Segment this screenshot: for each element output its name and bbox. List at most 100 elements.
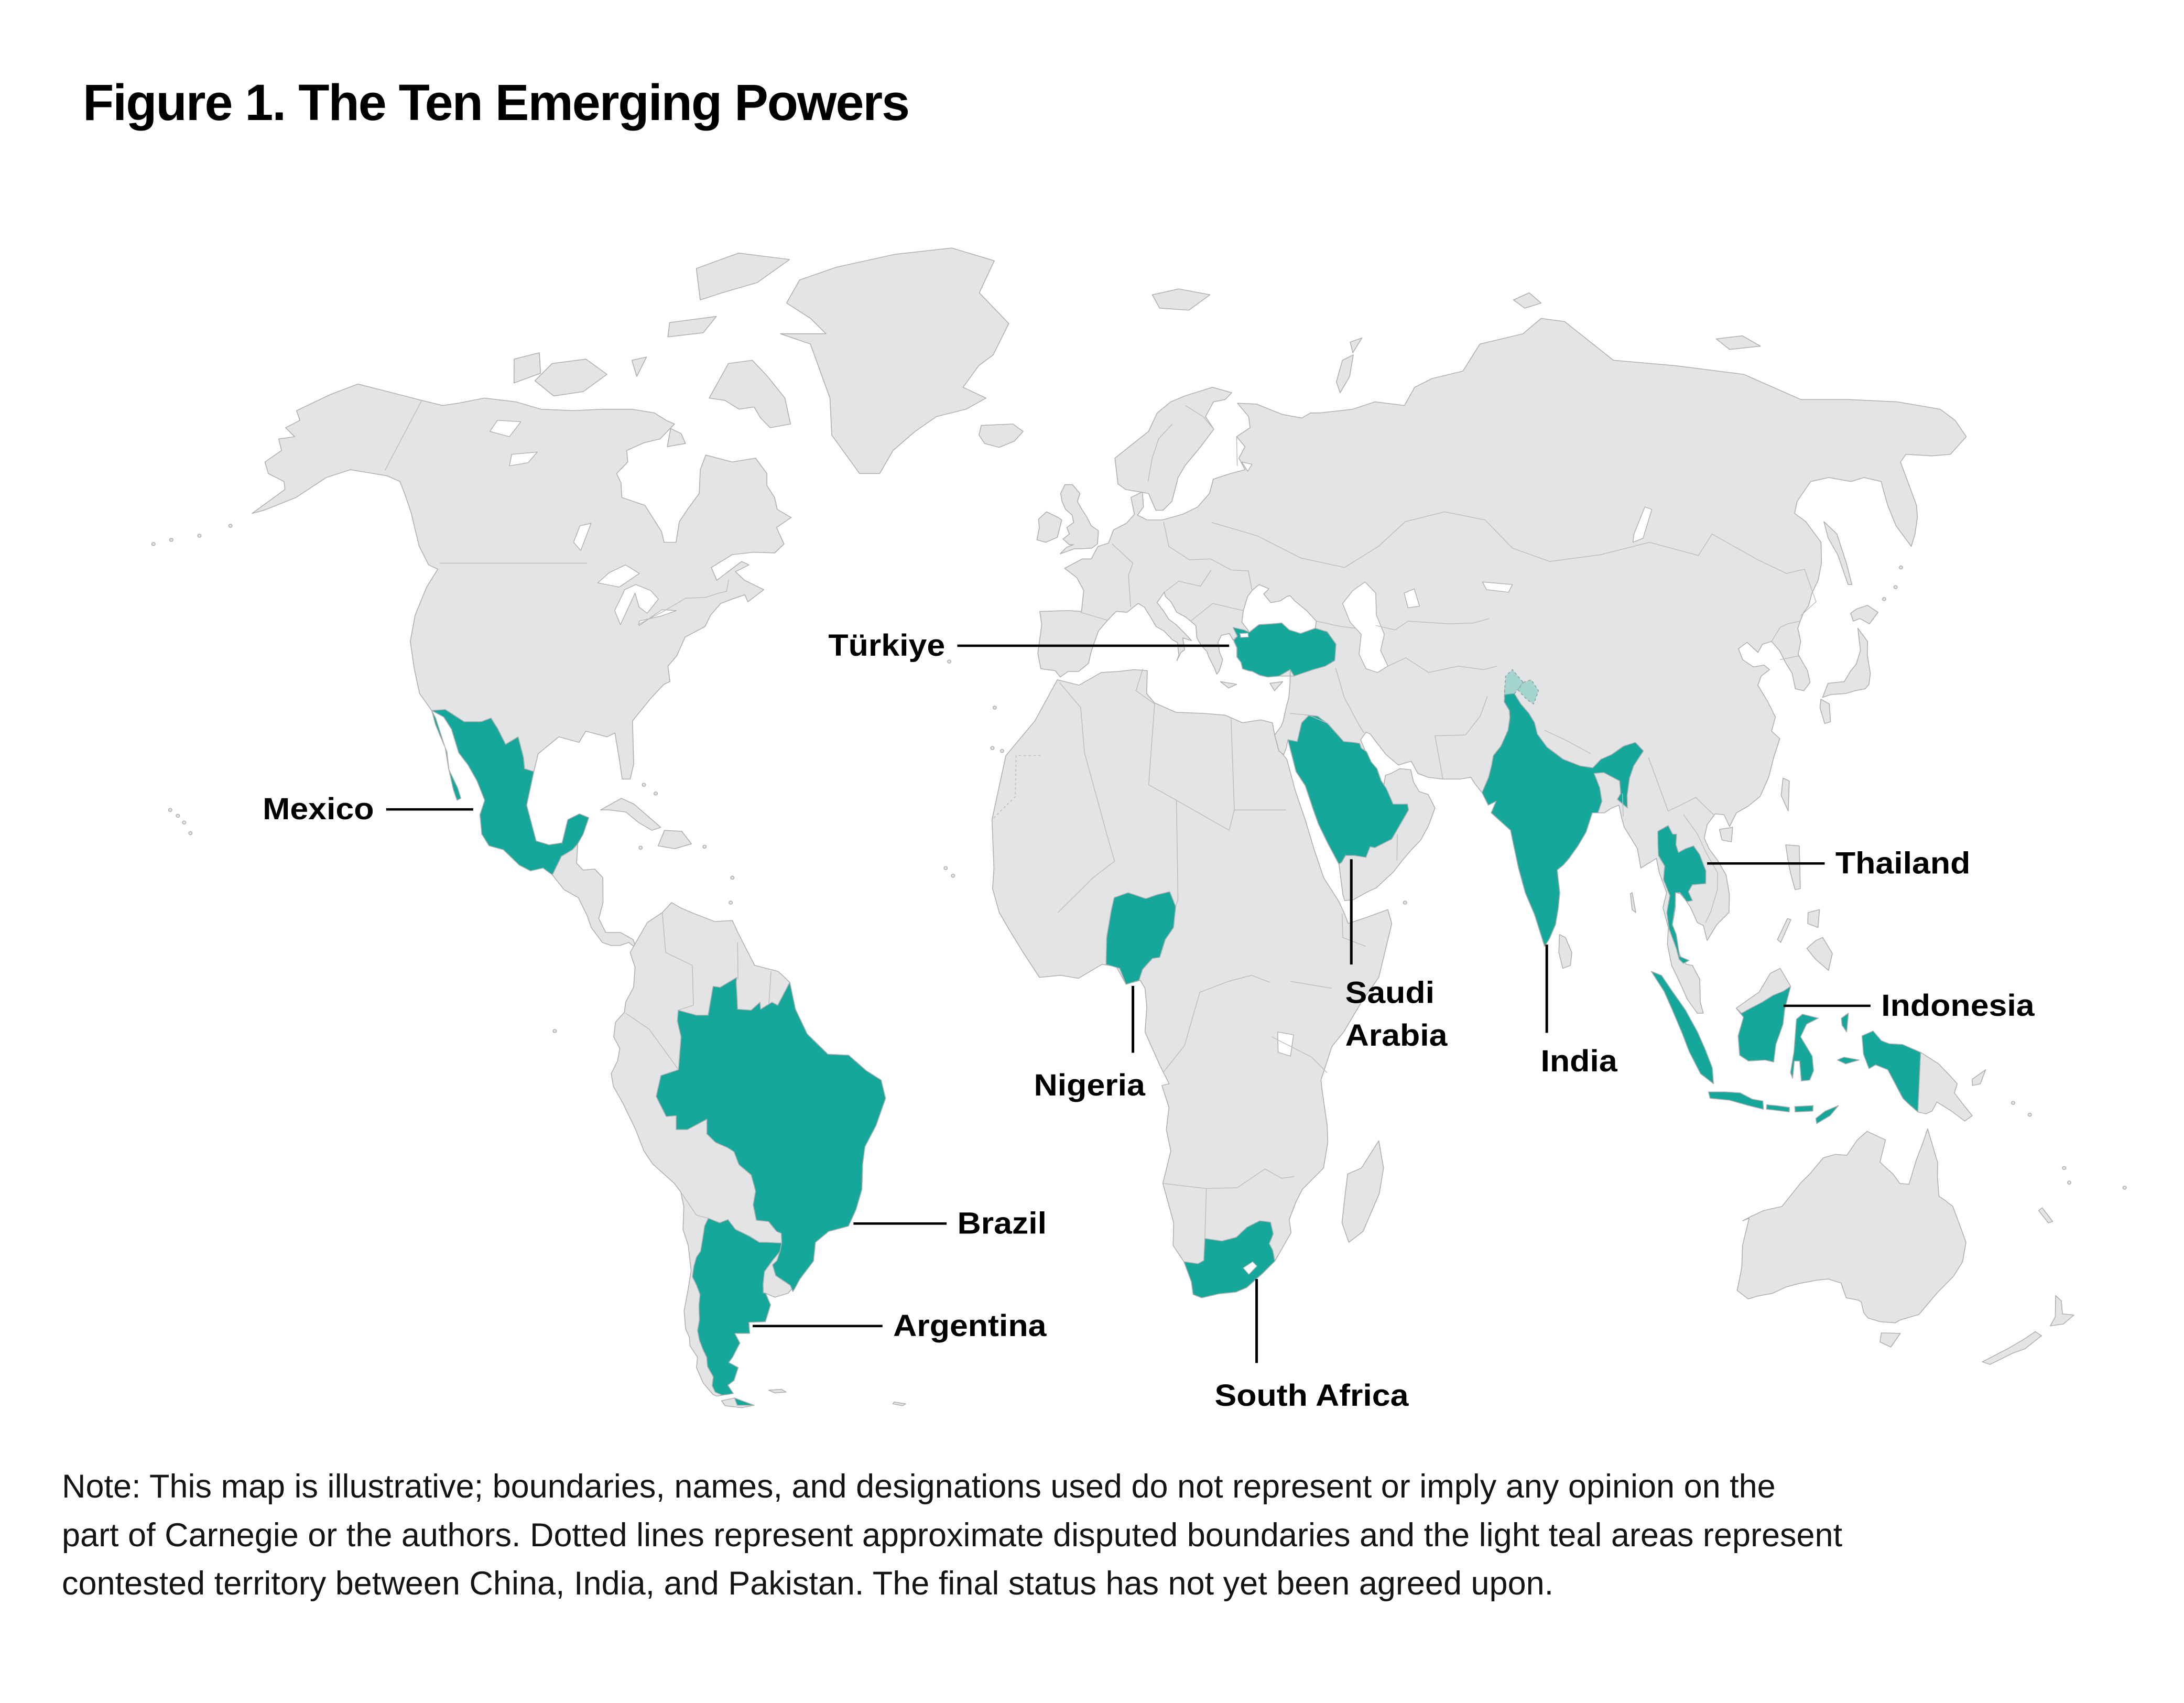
internal-border-28 bbox=[1185, 405, 1214, 430]
internal-border-7 bbox=[768, 971, 772, 1004]
country-indonesia-timor bbox=[1815, 1105, 1839, 1124]
world-map: Mexico Türkiye Brazil Argentina Nigeria … bbox=[151, 247, 2127, 1412]
lake-erie-ontario bbox=[638, 609, 677, 626]
luzon bbox=[1785, 844, 1801, 891]
country-thailand bbox=[1657, 825, 1707, 964]
country-indonesia-sulawesi bbox=[1790, 1014, 1819, 1081]
label-mexico: Mexico bbox=[263, 791, 473, 826]
internal-border-13 bbox=[1342, 913, 1366, 947]
internal-border-43 bbox=[1771, 621, 1800, 642]
small-island-6 bbox=[228, 524, 233, 528]
small-island-24 bbox=[1893, 585, 1898, 589]
label-turkiye: Türkiye bbox=[828, 628, 1230, 662]
internal-border-10 bbox=[1230, 717, 1287, 810]
mexico-label: Mexico bbox=[263, 791, 374, 826]
papua-new-guinea bbox=[1917, 1051, 1973, 1122]
small-island-20 bbox=[638, 845, 643, 850]
small-island-27 bbox=[2027, 1112, 2032, 1117]
internal-border-34 bbox=[1335, 668, 1365, 733]
new-zealand-north bbox=[2050, 1295, 2074, 1327]
visayas bbox=[1807, 909, 1820, 928]
internal-border-42 bbox=[1705, 890, 1718, 923]
internal-border-21 bbox=[1112, 544, 1134, 608]
prince-of-wales-island bbox=[631, 356, 647, 377]
country-argentina-tdf bbox=[734, 1397, 755, 1406]
palawan bbox=[1777, 918, 1791, 943]
internal-border-39 bbox=[1622, 793, 1624, 817]
tasmania bbox=[1879, 1332, 1901, 1348]
internal-border-3 bbox=[661, 912, 694, 1011]
small-island-29 bbox=[2067, 1180, 2071, 1185]
country-indonesia-ceram bbox=[1837, 1057, 1860, 1065]
small-island-17 bbox=[642, 783, 646, 787]
country-indonesia-papua bbox=[1861, 1031, 1921, 1113]
argentina-label: Argentina bbox=[893, 1308, 1047, 1343]
internal-border-35 bbox=[1387, 657, 1429, 673]
small-island-9 bbox=[990, 746, 995, 750]
note-line-3: contested territory between China, India… bbox=[62, 1565, 1554, 1602]
small-island-12 bbox=[933, 652, 938, 656]
internal-border-19 bbox=[1237, 1168, 1295, 1188]
country-indonesia-halmahera bbox=[1841, 1013, 1849, 1033]
small-island-19 bbox=[702, 844, 707, 849]
label-south-africa: South Africa bbox=[1214, 1279, 1409, 1412]
internal-border-20 bbox=[1080, 612, 1108, 621]
internal-border-5 bbox=[680, 1191, 709, 1219]
small-island-28 bbox=[2062, 1166, 2067, 1170]
internal-border-14 bbox=[1290, 981, 1332, 989]
small-island-30 bbox=[2122, 1186, 2127, 1190]
lesotho bbox=[1243, 1261, 1258, 1275]
small-island-18 bbox=[654, 791, 658, 796]
taiwan bbox=[1780, 777, 1790, 811]
small-island-25 bbox=[1898, 565, 1903, 570]
internal-border-44 bbox=[1779, 655, 1799, 660]
country-mexico bbox=[431, 709, 590, 875]
south-africa-label: South Africa bbox=[1214, 1378, 1409, 1413]
hainan bbox=[1719, 827, 1733, 842]
label-india: India bbox=[1541, 945, 1618, 1078]
mindanao bbox=[1806, 937, 1833, 971]
note-line-2: part of Carnegie or the authors. Dotted … bbox=[62, 1516, 1843, 1554]
disputed-kashmir-east bbox=[1517, 679, 1539, 705]
severnaya-zemlya bbox=[1513, 292, 1542, 309]
lake-winnipeg bbox=[573, 523, 592, 551]
internal-border-26 bbox=[1236, 437, 1238, 466]
label-argentina: Argentina bbox=[753, 1308, 1047, 1343]
internal-border-37 bbox=[1289, 713, 1329, 724]
scandinavia bbox=[1114, 387, 1232, 511]
label-saudi-arabia: Saudi Arabia bbox=[1345, 859, 1448, 1052]
small-island-4 bbox=[169, 538, 173, 542]
cyprus bbox=[1269, 681, 1284, 691]
honshu bbox=[1822, 627, 1871, 698]
label-indonesia: Indonesia bbox=[1783, 988, 2035, 1022]
figure-note: Note: This map is illustrative; boundari… bbox=[62, 1462, 2074, 1608]
map-geography bbox=[151, 247, 2127, 1408]
central-america bbox=[552, 843, 637, 949]
falklands bbox=[768, 1389, 787, 1394]
great-slave-lake bbox=[509, 451, 538, 467]
country-indonesia-lesser-sunda-west bbox=[1766, 1104, 1790, 1113]
label-brazil: Brazil bbox=[853, 1206, 1047, 1240]
victoria-island bbox=[534, 359, 607, 397]
disputed-kashmir-west bbox=[1504, 669, 1524, 702]
small-island-8 bbox=[999, 749, 1004, 753]
internal-border-2 bbox=[637, 579, 730, 625]
new-siberian-islands bbox=[1715, 335, 1761, 350]
madagascar bbox=[1341, 1140, 1384, 1243]
country-south-africa bbox=[1183, 1220, 1276, 1298]
novaya-zemlya-south bbox=[1335, 354, 1354, 393]
internal-border-29 bbox=[1211, 511, 1817, 616]
lake-superior bbox=[597, 565, 640, 588]
internal-border-25 bbox=[1164, 570, 1212, 593]
internal-border-38 bbox=[1544, 730, 1591, 754]
country-argentina bbox=[692, 1218, 783, 1396]
internal-border-41 bbox=[1683, 815, 1718, 890]
internal-border-31 bbox=[1376, 618, 1490, 631]
small-island-10 bbox=[992, 706, 997, 710]
internal-border-16 bbox=[1163, 975, 1270, 1072]
small-island-23 bbox=[1882, 597, 1886, 601]
small-island-15 bbox=[1403, 901, 1407, 905]
internal-border-9 bbox=[1135, 668, 1235, 831]
ellesmere-island bbox=[696, 253, 790, 300]
devon-island bbox=[667, 316, 717, 338]
